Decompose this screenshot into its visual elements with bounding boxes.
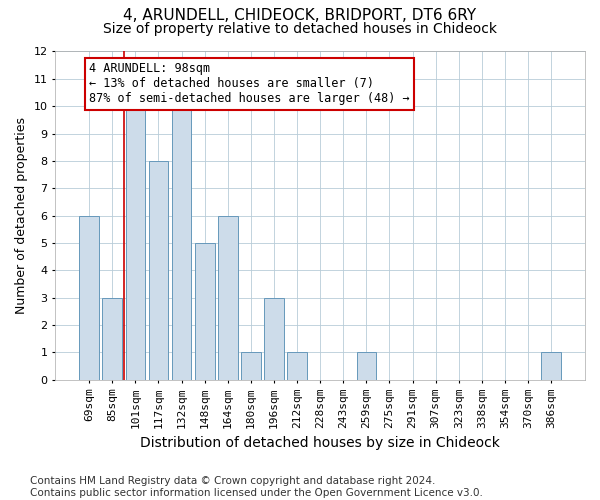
Bar bbox=[195, 243, 215, 380]
Bar bbox=[356, 352, 376, 380]
Y-axis label: Number of detached properties: Number of detached properties bbox=[15, 117, 28, 314]
Bar bbox=[264, 298, 284, 380]
Text: Contains HM Land Registry data © Crown copyright and database right 2024.
Contai: Contains HM Land Registry data © Crown c… bbox=[30, 476, 483, 498]
Text: 4, ARUNDELL, CHIDEOCK, BRIDPORT, DT6 6RY: 4, ARUNDELL, CHIDEOCK, BRIDPORT, DT6 6RY bbox=[124, 8, 476, 22]
X-axis label: Distribution of detached houses by size in Chideock: Distribution of detached houses by size … bbox=[140, 436, 500, 450]
Bar bbox=[172, 106, 191, 380]
Bar bbox=[103, 298, 122, 380]
Bar bbox=[149, 161, 169, 380]
Bar bbox=[218, 216, 238, 380]
Bar bbox=[125, 106, 145, 380]
Bar bbox=[287, 352, 307, 380]
Bar bbox=[241, 352, 260, 380]
Text: 4 ARUNDELL: 98sqm
← 13% of detached houses are smaller (7)
87% of semi-detached : 4 ARUNDELL: 98sqm ← 13% of detached hous… bbox=[89, 62, 410, 106]
Bar bbox=[79, 216, 99, 380]
Bar bbox=[541, 352, 561, 380]
Text: Size of property relative to detached houses in Chideock: Size of property relative to detached ho… bbox=[103, 22, 497, 36]
